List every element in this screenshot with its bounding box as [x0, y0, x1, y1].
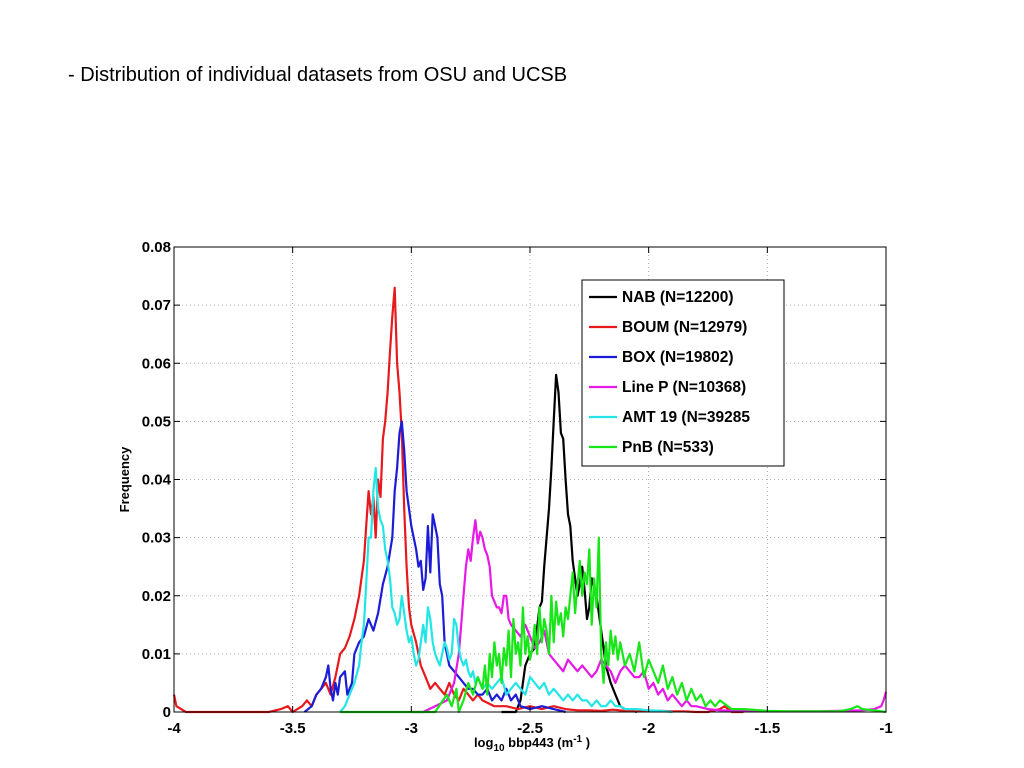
- y-tick-label: 0.06: [142, 355, 171, 372]
- x-axis-label-suffix: ): [582, 735, 590, 750]
- slide-title: - Distribution of individual datasets fr…: [68, 64, 568, 86]
- x-axis-label-superscript: -1: [573, 734, 582, 745]
- series-line-1: [172, 286, 744, 714]
- series-line-2: [303, 420, 566, 714]
- legend: NAB (N=12200) BOUM (N=12979) BOX (N=19802)…: [581, 279, 785, 467]
- legend-label: AMT 19 (N=39285: [622, 409, 750, 426]
- x-tick-label: -2.5: [517, 720, 543, 737]
- y-tick-label: 0.02: [142, 588, 171, 605]
- series-line-4: [339, 466, 673, 714]
- x-tick-label: -3.5: [280, 720, 306, 737]
- legend-items: NAB (N=12200) BOUM (N=12979) BOX (N=19802)…: [589, 289, 750, 456]
- y-tick-label: 0: [163, 704, 171, 721]
- y-tick-label: 0.03: [142, 530, 171, 547]
- legend-label: Line P (N=10368): [622, 379, 746, 396]
- x-tick-label: -1.5: [754, 720, 780, 737]
- x-axis-label: log10 bbp443 (m-1 ): [474, 734, 590, 754]
- legend-label: BOX (N=19802): [622, 349, 734, 366]
- x-axis-label-main: bbp443 (m: [505, 735, 574, 750]
- x-axis-label-subscript: 10: [493, 743, 505, 754]
- legend-label: BOUM (N=12979): [622, 319, 747, 336]
- y-tick-label: 0.04: [142, 472, 172, 489]
- x-axis-label-prefix: log: [474, 735, 494, 750]
- axis-tick-labels: -4 -3.5 -3 -2.5 -2 -1.5 -1 0 0.01 0.02 0.03 0.04 0.0…: [142, 239, 893, 737]
- y-tick-label: 0.05: [142, 413, 171, 430]
- y-tick-label: 0.01: [142, 646, 171, 663]
- x-tick-label: -3: [405, 720, 418, 737]
- x-tick-label: -4: [167, 720, 181, 737]
- axis-ticks: [173, 246, 887, 713]
- series-lines: [172, 286, 888, 714]
- x-tick-label: -1: [879, 720, 892, 737]
- series-line-5: [340, 536, 887, 714]
- y-tick-label: 0.07: [142, 297, 171, 314]
- x-tick-label: -2: [642, 720, 655, 737]
- y-axis-label: Frequency: [117, 446, 132, 513]
- series-line-3: [411, 519, 888, 714]
- y-tick-label: 0.08: [142, 239, 171, 256]
- legend-label: PnB (N=533): [622, 439, 714, 456]
- legend-box: [581, 279, 785, 467]
- legend-label: NAB (N=12200): [622, 289, 734, 306]
